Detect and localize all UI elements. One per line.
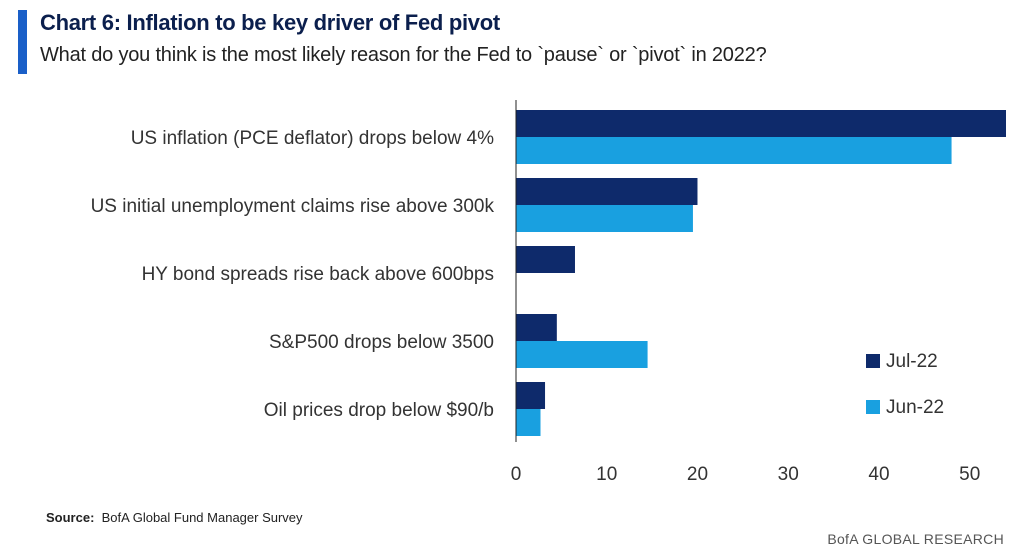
chart-subtitle: What do you think is the most likely rea… [40,44,767,66]
x-tick-label: 10 [596,464,617,485]
bar-jun-22 [516,409,541,436]
category-label: HY bond spreads rise back above 600bps [142,264,494,285]
category-label: Oil prices drop below $90/b [264,400,494,421]
category-label: US initial unemployment claims rise abov… [91,196,495,217]
bar-jul-22 [516,110,1006,137]
bar-jul-22 [516,178,698,205]
bar-chart: US inflation (PCE deflator) drops below … [91,100,1006,485]
bar-jun-22 [516,341,648,368]
legend-swatch [866,400,880,414]
chart-title: Chart 6: Inflation to be key driver of F… [40,10,500,35]
bar-jun-22 [516,137,952,164]
bar-jul-22 [516,382,546,409]
x-tick-label: 50 [959,464,980,485]
x-tick-label: 30 [778,464,799,485]
source-label: Source: [46,510,95,525]
category-label: S&P500 drops below 3500 [269,332,494,353]
legend-label: Jun-22 [886,397,944,418]
accent-bar [18,10,27,74]
legend: Jul-22 Jun-22 [866,351,944,418]
legend-swatch [866,354,880,368]
legend-label: Jul-22 [886,351,938,372]
source-note: Source: BofA Global Fund Manager Survey [46,510,303,525]
x-tick-label: 40 [868,464,889,485]
x-axis-ticks: 0 10 20 30 40 50 [511,464,981,485]
source-text: BofA Global Fund Manager Survey [101,510,303,525]
bar-jul-22 [516,246,575,273]
x-tick-label: 0 [511,464,522,485]
brand-label: BofA GLOBAL RESEARCH [827,531,1004,547]
bars [516,110,1006,436]
category-label: US inflation (PCE deflator) drops below … [131,128,494,149]
bar-jul-22 [516,314,557,341]
bar-jun-22 [516,205,693,232]
x-tick-label: 20 [687,464,708,485]
category-labels: US inflation (PCE deflator) drops below … [91,128,495,421]
